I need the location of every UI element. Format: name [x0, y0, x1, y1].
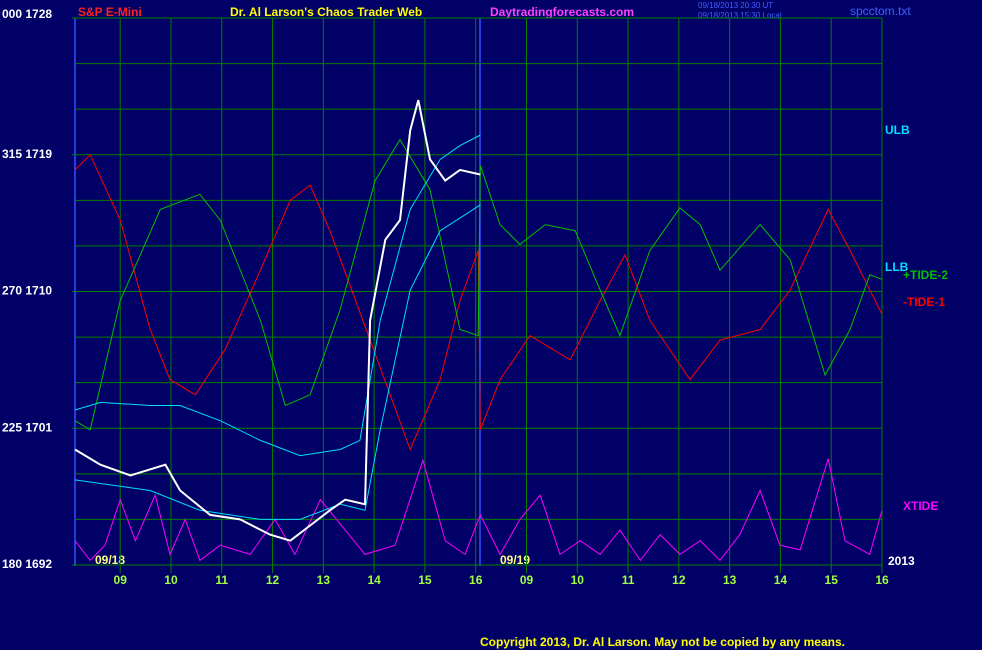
- year-label: 2013: [888, 554, 915, 568]
- x-tick-label: 12: [266, 573, 280, 587]
- x-tick-label: 16: [469, 573, 483, 587]
- copyright: Copyright 2013, Dr. Al Larson. May not b…: [480, 635, 845, 649]
- y-tick-label: 315 1719: [2, 147, 52, 161]
- site: Daytradingforecasts.com: [490, 5, 634, 19]
- legend-label: ULB: [885, 123, 910, 137]
- file-name: spcctom.txt: [850, 4, 911, 18]
- legend-label: LLB: [885, 260, 909, 274]
- series-line: [74, 153, 883, 451]
- y-tick-label: 270 1710: [2, 284, 52, 298]
- legend-label: XTIDE: [903, 499, 938, 513]
- timestamp: 09/18/2013 20:30 UT: [698, 1, 773, 10]
- x-tick-label: 10: [164, 573, 178, 587]
- date-label: 09/19: [500, 553, 530, 567]
- x-tick-label: 16: [875, 573, 889, 587]
- x-tick-label: 13: [723, 573, 737, 587]
- x-tick-label: 10: [571, 573, 585, 587]
- x-tick-label: 15: [418, 573, 432, 587]
- timestamp: 09/18/2013 15:30 Local: [698, 11, 782, 20]
- legend-label: -TIDE-1: [903, 295, 945, 309]
- date-label: 09/18: [95, 553, 125, 567]
- x-tick-label: 09: [520, 573, 534, 587]
- x-tick-label: 11: [215, 573, 228, 587]
- x-tick-label: 15: [825, 573, 839, 587]
- legend-label: +TIDE-2: [903, 268, 948, 282]
- series-line: [74, 99, 481, 542]
- x-tick-label: 11: [622, 573, 635, 587]
- chart-title: Dr. Al Larson's Chaos Trader Web: [230, 5, 422, 19]
- x-tick-label: 14: [774, 573, 788, 587]
- y-tick-label: 225 1701: [2, 420, 52, 434]
- x-tick-label: 12: [672, 573, 686, 587]
- y-tick-label: 180 1692: [2, 557, 52, 571]
- series-line: [74, 138, 883, 431]
- instrument: S&P E-Mini: [78, 5, 142, 19]
- x-tick-label: 14: [367, 573, 381, 587]
- y-tick-label: 000 1728: [2, 7, 52, 21]
- x-tick-label: 09: [114, 573, 128, 587]
- x-tick-label: 13: [317, 573, 331, 587]
- series-line: [74, 458, 883, 562]
